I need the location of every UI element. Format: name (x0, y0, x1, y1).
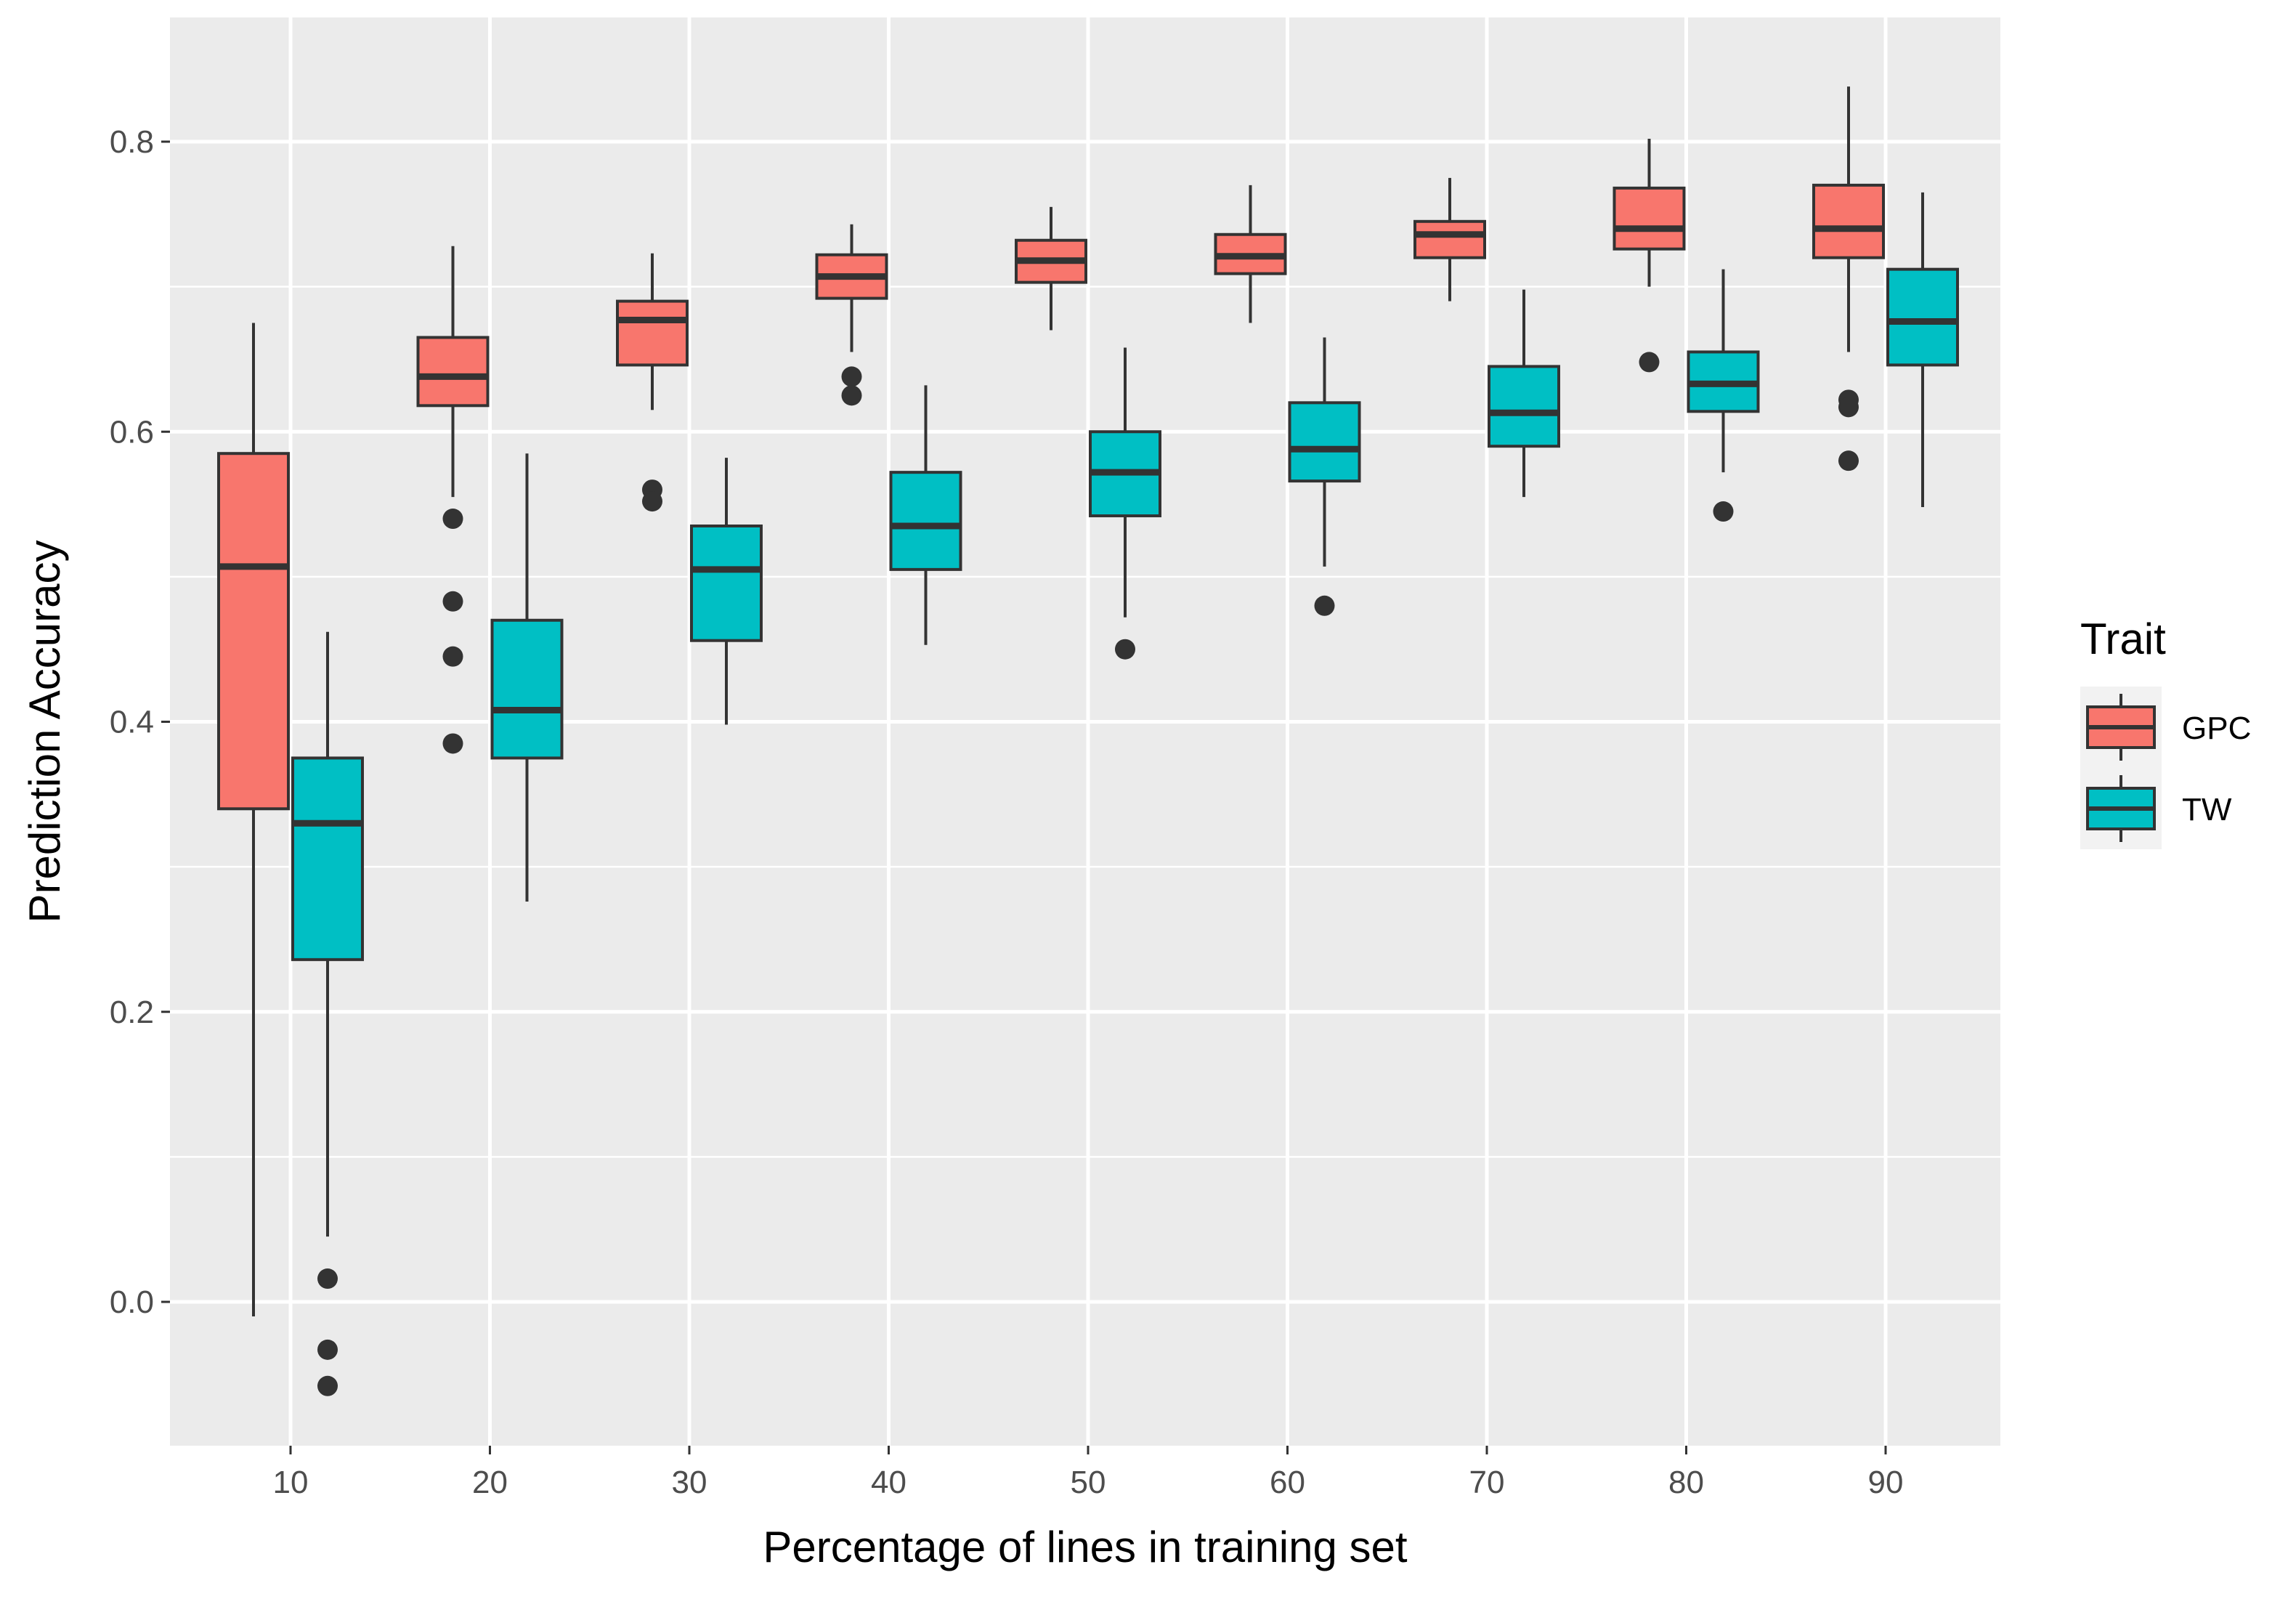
legend-label: TW (2182, 792, 2232, 827)
outlier-point (317, 1339, 338, 1360)
x-tick-label: 10 (273, 1465, 309, 1500)
box-body (1812, 183, 1885, 259)
box-body (616, 299, 689, 367)
y-tick-label: 0.2 (110, 995, 154, 1030)
x-tick-label: 50 (1071, 1465, 1106, 1500)
box-series (217, 86, 1959, 1396)
outlier-point (442, 591, 463, 612)
box-tw-40 (889, 385, 962, 645)
y-axis-ticks: 0.0 0.2 0.4 0.6 0.8 (110, 124, 170, 1320)
box-body (1488, 365, 1560, 448)
box-gpc-30 (616, 253, 689, 512)
box-body (1613, 186, 1686, 251)
box-gpc-70 (1413, 177, 1486, 301)
box-body (1413, 219, 1486, 259)
outlier-point (1713, 501, 1734, 522)
legend-item-gpc: GPC (2080, 687, 2251, 768)
y-tick-label: 0.0 (110, 1284, 154, 1320)
legend-label: GPC (2182, 711, 2251, 746)
x-axis-title: Percentage of lines in training set (763, 1523, 1408, 1571)
outlier-point (442, 733, 463, 754)
x-tick-label: 70 (1469, 1465, 1505, 1500)
box-gpc-10 (217, 323, 290, 1316)
box-tw-10 (291, 631, 364, 1396)
box-tw-50 (1089, 347, 1161, 660)
box-gpc-80 (1613, 139, 1686, 373)
box-gpc-60 (1214, 185, 1287, 323)
box-body (217, 452, 290, 811)
box-body (1886, 267, 1959, 367)
plot-panel (170, 17, 2000, 1446)
box-body (490, 618, 564, 760)
outlier-point (1314, 595, 1335, 616)
box-tw-80 (1687, 269, 1760, 522)
outlier-point (1639, 352, 1660, 373)
x-axis-ticks: 10 20 30 40 50 60 70 80 90 (273, 1446, 1904, 1500)
box-gpc-40 (815, 224, 888, 406)
box-body (291, 756, 364, 961)
outlier-point (841, 385, 862, 406)
box-tw-60 (1288, 337, 1361, 616)
box-body (889, 471, 962, 571)
box-body (416, 336, 490, 408)
box-tw-90 (1886, 192, 1959, 508)
x-tick-label: 40 (871, 1465, 906, 1500)
box-body (690, 525, 763, 642)
major-gridlines (170, 17, 2000, 1446)
y-tick-label: 0.4 (110, 705, 154, 740)
outlier-point (1838, 397, 1859, 418)
outlier-point (442, 646, 463, 667)
outlier-point (841, 366, 862, 387)
minor-gridlines (170, 286, 2000, 1158)
outlier-point (317, 1268, 338, 1290)
box-gpc-90 (1812, 86, 1885, 471)
box-tw-30 (690, 458, 763, 725)
legend-title: Trait (2080, 615, 2166, 663)
outlier-point (442, 509, 463, 530)
x-tick-label: 30 (672, 1465, 707, 1500)
y-axis-title: Prediction Accuracy (20, 541, 69, 923)
outlier-point (642, 491, 662, 512)
box-tw-70 (1488, 289, 1560, 498)
x-tick-label: 60 (1270, 1465, 1305, 1500)
x-tick-label: 90 (1868, 1465, 1904, 1500)
outlier-point (1115, 639, 1135, 660)
x-tick-label: 80 (1668, 1465, 1704, 1500)
y-tick-label: 0.6 (110, 414, 154, 450)
x-tick-label: 20 (472, 1465, 508, 1500)
outlier-point (317, 1375, 338, 1396)
box-gpc-50 (1015, 206, 1087, 331)
y-tick-label: 0.8 (110, 124, 154, 160)
box-gpc-20 (416, 246, 490, 754)
box-tw-20 (490, 453, 564, 902)
legend: Trait GPC TW (2080, 615, 2251, 849)
outlier-point (1838, 450, 1859, 471)
box-body (1288, 401, 1361, 483)
legend-item-tw: TW (2080, 768, 2232, 849)
